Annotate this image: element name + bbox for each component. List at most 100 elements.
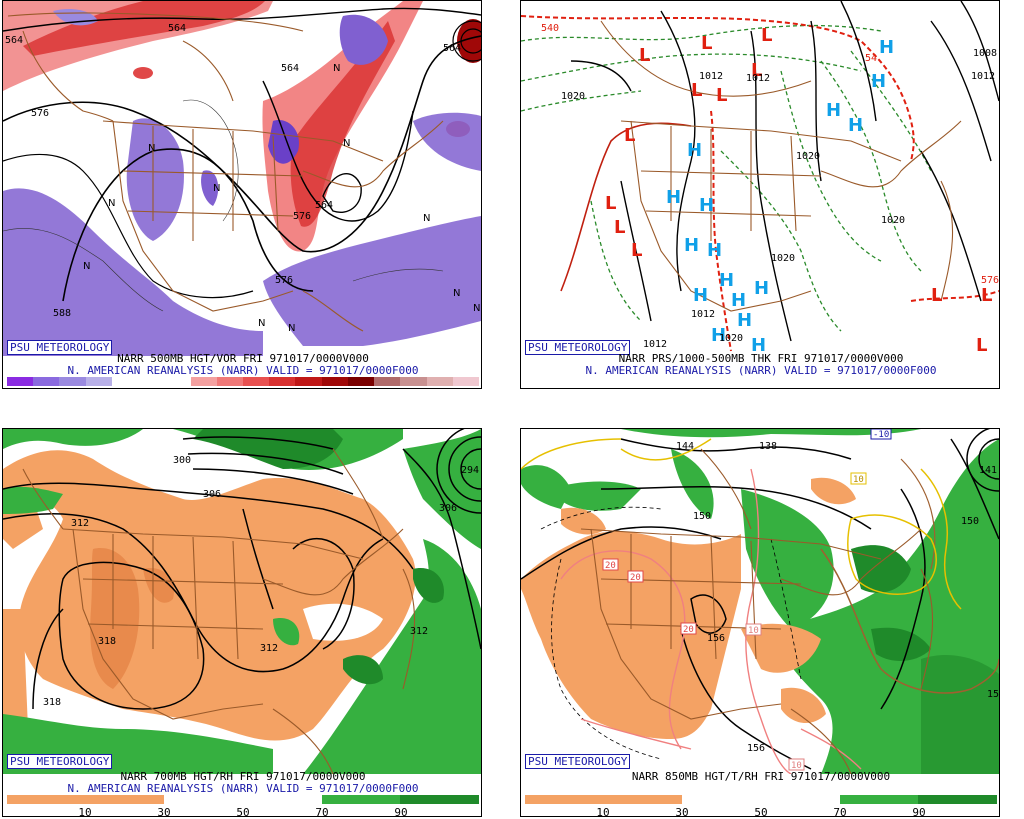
colorbar-swatch	[7, 377, 34, 386]
contour-label: 156	[707, 633, 725, 644]
colorbar-swatch	[242, 377, 270, 386]
low-pressure-marker: L	[981, 285, 992, 306]
rh-700-map: 300 306 312 318 318 312 312 306 294	[3, 429, 481, 774]
contour-label: 576	[293, 211, 311, 222]
rh-colorbar	[525, 795, 998, 804]
colorbar-swatch	[85, 377, 112, 386]
colorbar-swatch	[269, 377, 296, 386]
contour-label: 141	[979, 465, 997, 476]
isotherm-label: 10	[791, 761, 802, 771]
low-pressure-marker: L	[751, 60, 762, 81]
contour-label: 150	[961, 516, 979, 527]
high-pressure-marker: H	[693, 285, 708, 306]
colorbar-swatch	[347, 377, 375, 386]
colorbar-swatch	[452, 377, 479, 386]
colorbar-swatch	[400, 377, 427, 386]
colorbar-swatch	[374, 377, 401, 386]
high-pressure-marker: H	[711, 325, 726, 346]
psu-meteorology-badge: PSU METEOROLOGY	[7, 340, 113, 355]
contour-label: 312	[71, 518, 89, 529]
low-pressure-marker: L	[691, 80, 702, 101]
contour-label: 144	[676, 441, 694, 452]
high-pressure-marker: H	[754, 278, 769, 299]
colorbar-swatch	[295, 377, 322, 386]
contour-label: 294	[461, 465, 479, 476]
contour-label: 156	[747, 743, 765, 754]
contour-label: 318	[43, 697, 61, 708]
colorbar-swatch	[111, 377, 139, 386]
svg-text:N: N	[288, 323, 295, 334]
contour-label: 306	[203, 489, 221, 500]
colorbar-tick-label: 10	[596, 806, 610, 817]
svg-text:N: N	[213, 183, 220, 194]
rh-colorbar	[7, 795, 480, 804]
contour-label: 564	[168, 23, 186, 34]
svg-text:N: N	[258, 318, 265, 329]
isotherm-label: 20	[605, 561, 616, 571]
svg-text:N: N	[473, 303, 480, 314]
contour-label: 1012	[699, 71, 723, 82]
pressure-map: H H H H H H H H H H H H H H H H L L L L …	[521, 1, 999, 356]
contour-label: 1020	[771, 253, 795, 264]
colorbar-tick-label: 10	[78, 806, 92, 817]
high-pressure-marker: H	[719, 270, 734, 291]
low-pressure-marker: L	[931, 285, 942, 306]
contour-label: 576	[31, 108, 49, 119]
high-pressure-marker: H	[687, 140, 702, 161]
colorbar-swatch	[138, 377, 165, 386]
high-pressure-marker: H	[737, 310, 752, 331]
contour-label: 1012	[971, 71, 995, 82]
low-pressure-marker: L	[605, 193, 616, 214]
svg-text:N: N	[343, 138, 350, 149]
panel-700mb-rh: 300 306 312 318 318 312 312 306 294 PSU …	[2, 428, 482, 817]
psu-meteorology-badge: PSU METEOROLOGY	[525, 754, 631, 769]
vorticity-colorbar	[7, 377, 479, 386]
colorbar-tick-label: 70	[315, 806, 329, 817]
high-pressure-marker: H	[871, 71, 886, 92]
colorbar-swatch	[216, 377, 243, 386]
svg-text:N: N	[148, 143, 155, 154]
panel-caption: NARR 500MB HGT/VOR FRI 971017/0000V000	[117, 352, 369, 365]
high-pressure-marker: H	[731, 290, 746, 311]
contour-label: 576	[981, 275, 999, 286]
colorbar-swatch	[59, 377, 86, 386]
contour-label: 564	[5, 35, 23, 46]
svg-text:N: N	[453, 288, 460, 299]
svg-text:N: N	[83, 261, 90, 272]
high-pressure-marker: H	[848, 115, 863, 136]
isotherm-label: 20	[683, 625, 694, 635]
low-pressure-marker: L	[976, 335, 987, 356]
low-pressure-marker: L	[761, 25, 772, 46]
high-pressure-marker: H	[826, 100, 841, 121]
low-pressure-marker: L	[624, 125, 635, 146]
colorbar-tick-label: 70	[833, 806, 847, 817]
colorbar-tick-labels: 10 30 50 70 90	[7, 806, 479, 817]
panel-pressure-thickness: H H H H H H H H H H H H H H H H L L L L …	[520, 0, 1000, 389]
colorbar-swatch	[164, 377, 191, 386]
colorbar-tick-label: 30	[675, 806, 689, 817]
colorbar-swatch	[190, 377, 217, 386]
contour-label: 150	[693, 511, 711, 522]
low-pressure-marker: L	[631, 240, 642, 261]
contour-label: 588	[53, 308, 71, 319]
colorbar-swatch	[321, 377, 348, 386]
rh-850-map: 20 20 20 10 10 10 -10 144 138 150 150 15…	[521, 429, 999, 774]
contour-label: 564	[443, 43, 461, 54]
isotherm-label: 20	[630, 573, 641, 583]
svg-text:N: N	[333, 63, 340, 74]
low-pressure-marker: L	[701, 33, 712, 54]
high-pressure-marker: H	[751, 335, 766, 356]
contour-label: 312	[260, 643, 278, 654]
isotherm-label: -10	[873, 430, 889, 440]
contour-label: 54	[865, 53, 877, 64]
high-pressure-marker: H	[684, 235, 699, 256]
colorbar-tick-label: 90	[394, 806, 408, 817]
isotherm-label: 10	[853, 475, 864, 485]
colorbar-tick-labels: 10 30 50 70 90	[525, 806, 997, 817]
colorbar-tick-label: 90	[912, 806, 926, 817]
contour-label: 564	[281, 63, 299, 74]
svg-text:N: N	[423, 213, 430, 224]
colorbar-tick-label: 50	[236, 806, 250, 817]
low-pressure-marker: L	[614, 217, 625, 238]
contour-label: 15	[987, 689, 999, 700]
